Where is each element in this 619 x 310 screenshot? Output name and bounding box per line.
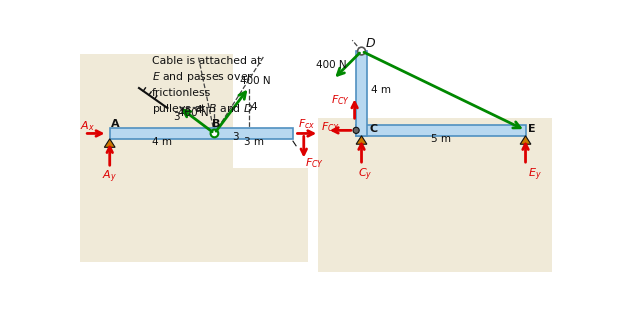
Circle shape <box>358 47 365 55</box>
Text: 3: 3 <box>232 132 238 142</box>
Bar <box>110 128 293 139</box>
Polygon shape <box>520 136 531 144</box>
Text: B: B <box>212 118 220 129</box>
Text: E: E <box>528 124 535 134</box>
Text: 4: 4 <box>251 102 258 112</box>
Text: 3: 3 <box>173 112 180 122</box>
Circle shape <box>210 130 219 137</box>
Polygon shape <box>356 136 367 144</box>
Text: 400 N: 400 N <box>316 60 347 70</box>
Text: 400 N: 400 N <box>178 108 209 117</box>
Bar <box>318 118 553 272</box>
Text: $A_x$: $A_x$ <box>80 119 95 133</box>
Circle shape <box>353 127 359 133</box>
Bar <box>233 54 310 168</box>
Text: Cable is attached at
$E$ and passes over
frictionless
pulleys at $B$ and $D$: Cable is attached at $E$ and passes over… <box>152 56 261 116</box>
Text: 4: 4 <box>195 105 202 115</box>
Bar <box>80 54 308 262</box>
Text: $F_{CY}$: $F_{CY}$ <box>332 93 350 107</box>
Text: 4 m: 4 m <box>152 137 172 147</box>
Polygon shape <box>105 139 115 147</box>
Text: 5 m: 5 m <box>431 134 451 144</box>
Text: 400 N: 400 N <box>240 76 271 86</box>
Text: A: A <box>111 118 119 129</box>
Bar <box>356 51 367 136</box>
Text: $F_{CX}$: $F_{CX}$ <box>321 120 340 134</box>
Bar <box>318 45 483 157</box>
Text: $E_y$: $E_y$ <box>528 167 542 183</box>
Text: C: C <box>369 124 378 134</box>
Text: $F_{cx}$: $F_{cx}$ <box>298 117 316 131</box>
Text: $C_y$: $C_y$ <box>358 167 373 183</box>
Text: 3 m: 3 m <box>244 137 264 147</box>
Text: $F_{CY}$: $F_{CY}$ <box>305 157 324 171</box>
Text: 4 m: 4 m <box>371 86 391 95</box>
Text: $D$: $D$ <box>365 37 376 50</box>
Text: $A_y$: $A_y$ <box>102 168 117 185</box>
Bar <box>356 125 526 136</box>
